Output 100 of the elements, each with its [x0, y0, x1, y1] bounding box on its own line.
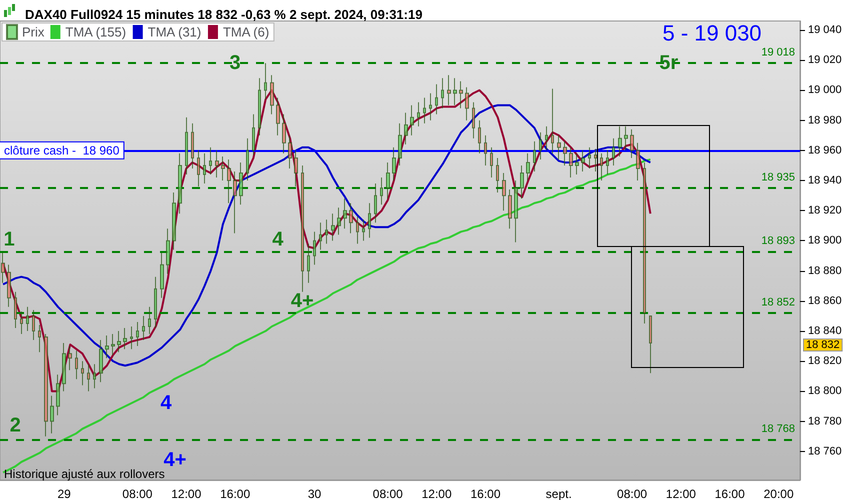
candlestick	[484, 134, 487, 166]
candlestick	[636, 142, 640, 182]
candlestick	[374, 183, 377, 224]
ref-line-label: 18 852	[761, 296, 795, 308]
y-tick-label: 18 960	[808, 144, 842, 156]
candlestick	[136, 321, 139, 347]
candlestick	[221, 156, 225, 182]
x-tick-label: 16:00	[470, 487, 501, 500]
candlestick	[581, 150, 585, 172]
candlestick	[496, 157, 499, 194]
candlestick	[447, 74, 451, 106]
candlestick	[142, 315, 145, 341]
annotation: 4	[272, 228, 284, 250]
candlestick	[319, 222, 322, 250]
candlestick	[215, 150, 219, 178]
candlestick	[313, 231, 316, 266]
candlestick	[87, 364, 90, 392]
candlestick	[520, 164, 524, 200]
candlestick	[264, 62, 267, 100]
candlestick	[417, 102, 420, 127]
y-tick-label: 18 920	[808, 204, 842, 217]
candlestick	[435, 84, 438, 115]
candlestick	[472, 102, 475, 139]
ref-line-label: 18 893	[761, 234, 795, 247]
candlestick	[233, 170, 237, 234]
candlestick	[423, 97, 426, 124]
ref-line-label: clôture cash - 18 960	[4, 143, 120, 158]
x-tick-label: 16:00	[220, 487, 250, 500]
candlestick	[99, 340, 103, 383]
candlestick	[575, 152, 579, 175]
y-tick-label: 18 860	[808, 294, 842, 307]
candlestick	[526, 152, 530, 182]
legend-label: Prix	[22, 24, 45, 40]
candlestick	[38, 324, 41, 353]
chart-title: DAX40 Full0924 15 minutes 18 832 -0,63 % 2 sept. 2024, 09:31:19	[25, 7, 422, 22]
candlestick	[50, 395, 54, 434]
candlestick	[130, 326, 133, 350]
y-tick-label: 18 800	[808, 385, 842, 398]
y-tick-label: 18 880	[808, 264, 842, 277]
candlestick	[14, 291, 17, 329]
y-tick-label: 18 940	[808, 174, 842, 187]
y-tick-label: 18 780	[808, 415, 842, 428]
candlestick	[368, 202, 371, 238]
candlestick	[44, 334, 48, 437]
ref-line-label: 18 935	[761, 172, 795, 184]
candlestick	[282, 114, 286, 154]
annotation: 2	[10, 414, 21, 436]
candlestick	[624, 126, 628, 151]
candlestick	[325, 219, 328, 244]
candlestick	[123, 328, 127, 350]
candlestick	[545, 126, 548, 151]
candlestick	[93, 364, 96, 389]
candlestick	[191, 122, 194, 169]
candlestick	[612, 138, 615, 166]
candlestick	[508, 189, 512, 230]
candlestick	[362, 219, 365, 242]
annotation: 4	[160, 392, 172, 414]
y-tick-label: 19 020	[808, 54, 842, 66]
candlestick	[356, 216, 359, 244]
candlestick	[20, 310, 23, 335]
candlestick	[56, 374, 60, 416]
legend-label: TMA (6)	[222, 24, 270, 40]
candlestick	[606, 150, 609, 175]
candlestick	[618, 126, 622, 157]
candlestick	[594, 148, 597, 172]
x-tick-label: 08:00	[122, 487, 153, 500]
candlestick	[392, 146, 396, 182]
y-tick-label: 18 900	[808, 234, 842, 247]
x-tick-label: 30	[308, 487, 322, 500]
candlestick	[478, 120, 481, 154]
annotation: 5r	[659, 52, 678, 74]
candlestick	[307, 243, 310, 284]
candlestick	[26, 306, 29, 332]
candlestick	[398, 122, 402, 166]
candlestick	[569, 146, 573, 178]
candlestick	[643, 162, 646, 324]
y-tick-label: 19 040	[808, 24, 842, 36]
annotation: 3	[230, 52, 241, 74]
x-tick-label: 08:00	[617, 487, 648, 500]
candlestick	[301, 164, 304, 292]
candlestick	[111, 334, 115, 356]
candlestick	[252, 114, 255, 156]
candlestick	[246, 138, 249, 182]
candlestick	[258, 78, 261, 136]
candlestick	[502, 172, 506, 212]
candlestick	[441, 78, 444, 109]
x-tick-label: 12:00	[666, 487, 696, 500]
candlestick	[7, 264, 11, 308]
candlestick	[490, 146, 493, 178]
legend-label: TMA (31)	[148, 24, 202, 40]
x-tick-label: 12:00	[422, 487, 452, 500]
x-tick-label: 16:00	[714, 487, 746, 500]
candlestick	[105, 335, 109, 359]
candlestick	[337, 207, 341, 236]
candlestick	[514, 180, 518, 243]
annotation: 4+	[164, 449, 186, 471]
candlestick	[386, 162, 390, 200]
candlestick	[270, 74, 274, 115]
x-tick-label: 29	[57, 487, 72, 500]
candlestick	[630, 128, 634, 158]
